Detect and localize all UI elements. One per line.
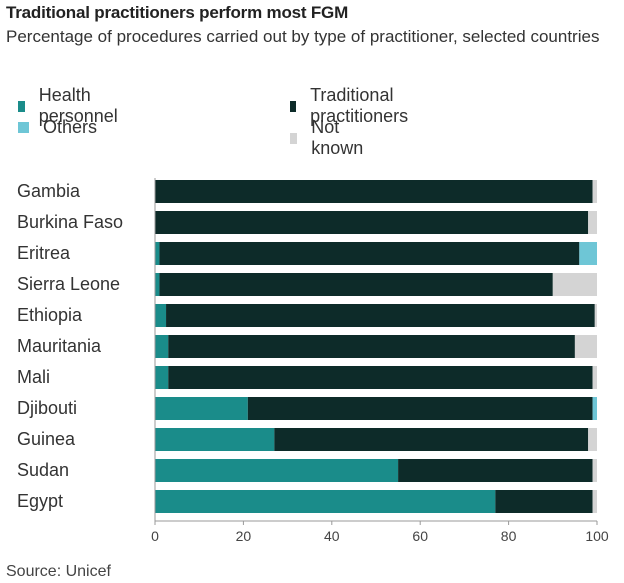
- bar-segment-gambia-traditional-practitioners: [155, 180, 593, 203]
- chart-title: Traditional practitioners perform most F…: [6, 3, 349, 22]
- category-label-mali: Mali: [17, 367, 50, 387]
- bar-segment-ethiopia-health-personnel: [155, 304, 167, 327]
- legend-swatch-not-known: [290, 132, 298, 144]
- category-label-sudan: Sudan: [17, 460, 69, 480]
- x-tick-label-20: 20: [236, 528, 252, 544]
- bar-segment-ethiopia-not-known: [594, 304, 597, 327]
- legend-swatch-health-personnel: [18, 100, 25, 112]
- x-tick-label-40: 40: [324, 528, 340, 544]
- bar-segment-ethiopia-traditional-practitioners: [166, 304, 595, 327]
- bar-segment-djibouti-traditional-practitioners: [247, 397, 593, 420]
- x-tick-label-80: 80: [501, 528, 517, 544]
- category-label-gambia: Gambia: [17, 181, 81, 201]
- bar-segment-djibouti-health-personnel: [155, 397, 248, 420]
- legend-item-not-known: Not known: [290, 117, 367, 159]
- legend-item-health-personnel: Health personnel: [18, 85, 122, 127]
- bar-segment-eritrea-traditional-practitioners: [159, 242, 580, 265]
- category-label-sierra-leone: Sierra Leone: [17, 274, 120, 294]
- chart-subtitle: Percentage of procedures carried out by …: [6, 27, 600, 46]
- bar-segment-sudan-health-personnel: [155, 459, 399, 482]
- category-label-ethiopia: Ethiopia: [17, 305, 83, 325]
- bar-segment-mauritania-not-known: [574, 335, 597, 358]
- bar-segment-sierra-leone-traditional-practitioners: [159, 273, 553, 296]
- source-note: Source: Unicef: [6, 563, 111, 580]
- bar-segment-guinea-not-known: [588, 428, 597, 451]
- category-label-egypt: Egypt: [17, 491, 63, 511]
- legend-label-traditional-practitioners: Traditional practitioners: [310, 85, 409, 126]
- category-label-djibouti: Djibouti: [17, 398, 77, 418]
- bar-segment-guinea-health-personnel: [155, 428, 275, 451]
- category-label-eritrea: Eritrea: [17, 243, 71, 263]
- bar-segment-djibouti-others: [592, 397, 597, 420]
- legend-label-not-known: Not known: [311, 117, 364, 158]
- bar-segment-egypt-traditional-practitioners: [495, 490, 593, 513]
- bar-segment-egypt-not-known: [592, 490, 597, 513]
- bar-segment-burkina-faso-not-known: [588, 211, 597, 234]
- x-tick-label-100: 100: [585, 528, 609, 544]
- x-tick-label-60: 60: [412, 528, 428, 544]
- bar-segment-egypt-health-personnel: [155, 490, 496, 513]
- bar-segment-eritrea-health-personnel: [155, 242, 160, 265]
- bar-segment-sierra-leone-health-personnel: [155, 273, 160, 296]
- category-label-guinea: Guinea: [17, 429, 76, 449]
- legend-item-others: Others: [18, 117, 97, 138]
- legend-item-traditional-practitioners: Traditional practitioners: [290, 85, 413, 127]
- legend-swatch-others: [18, 122, 29, 133]
- x-tick-label-0: 0: [151, 528, 159, 544]
- legend-label-health-personnel: Health personnel: [38, 85, 118, 126]
- bar-segment-burkina-faso-traditional-practitioners: [155, 211, 589, 234]
- bar-segment-mali-not-known: [592, 366, 597, 389]
- bar-segment-guinea-traditional-practitioners: [274, 428, 589, 451]
- bar-segment-mali-health-personnel: [155, 366, 169, 389]
- legend-label-others: Others: [43, 117, 98, 137]
- bar-segment-mauritania-health-personnel: [155, 335, 169, 358]
- category-label-burkina-faso: Burkina Faso: [17, 212, 123, 232]
- category-label-mauritania: Mauritania: [17, 336, 102, 356]
- bar-segment-eritrea-others: [579, 242, 597, 265]
- bar-segment-gambia-not-known: [592, 180, 597, 203]
- bar-segment-sudan-not-known: [592, 459, 597, 482]
- legend-swatch-traditional-practitioners: [290, 100, 297, 112]
- bar-segment-sudan-traditional-practitioners: [398, 459, 593, 482]
- bar-segment-mauritania-traditional-practitioners: [168, 335, 575, 358]
- bar-segment-sierra-leone-not-known: [552, 273, 597, 296]
- stacked-bar-chart: Gambia Burkina Faso Eritrea Sierra Leone Eth…: [17, 178, 609, 544]
- bar-segment-mali-traditional-practitioners: [168, 366, 593, 389]
